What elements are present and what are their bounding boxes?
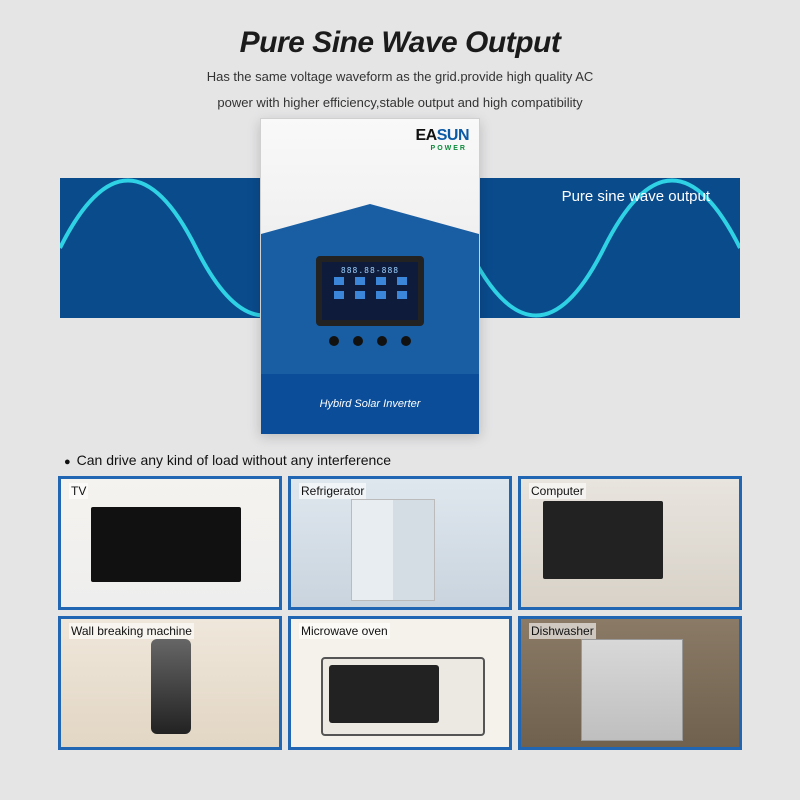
appliance-grid: TV Refrigerator Computer Wall breaking m… [58,476,742,750]
tv-image [61,479,279,607]
card-label: Refrigerator [299,483,366,499]
card-dishwasher: Dishwasher [518,616,742,750]
card-label: Microwave oven [299,623,390,639]
device-footer-label: Hybird Solar Inverter [261,374,479,434]
card-tv: TV [58,476,282,610]
feature-bullet: Can drive any kind of load without any i… [64,452,391,468]
card-refrigerator: Refrigerator [288,476,512,610]
card-microwave: Microwave oven [288,616,512,750]
card-label: Computer [529,483,586,499]
inverter-device: EASUN POWER 888.88-888 Hybird Solar Inve… [260,118,480,433]
card-label: TV [69,483,88,499]
brand-sublogo: POWER [431,145,467,152]
brand-logo: EASUN [415,127,469,145]
control-knobs [329,336,411,346]
card-label: Dishwasher [529,623,596,639]
lcd-screen: 888.88-888 [316,256,424,326]
card-computer: Computer [518,476,742,610]
card-label: Wall breaking machine [69,623,194,639]
wave-label: Pure sine wave output [562,188,710,205]
page-title: Pure Sine Wave Output [0,26,800,60]
card-blender: Wall breaking machine [58,616,282,750]
page-subtitle-1: Has the same voltage waveform as the gri… [0,68,800,86]
